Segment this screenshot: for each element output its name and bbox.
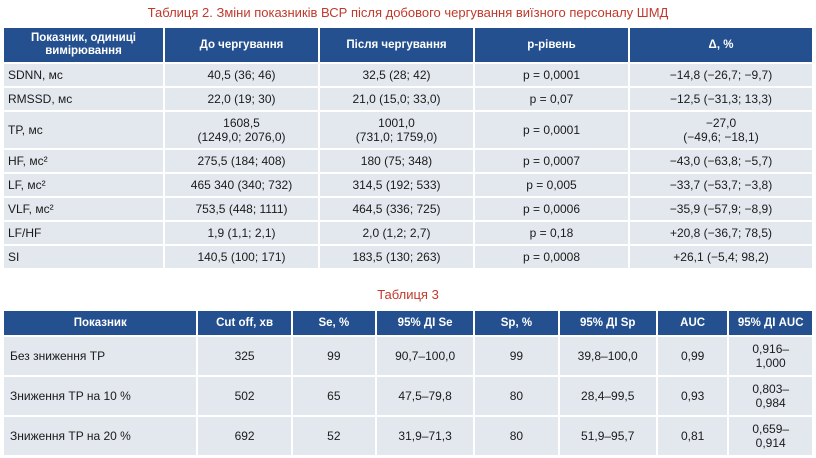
cell-delta: −33,7 (−53,7; −3,8): [630, 174, 812, 196]
cell-delta: −12,5 (−31,3; 13,3): [630, 88, 812, 110]
col-header-se-ci: 95% ДІ Se: [376, 311, 474, 335]
cell-delta: −35,9 (−57,9; −8,9): [630, 198, 812, 220]
cell-auc-ci: 0,916– 1,000: [729, 337, 812, 375]
cell-delta: −43,0 (−63,8; −5,7): [630, 150, 812, 172]
cell-before: 1,9 (1,1; 2,1): [165, 222, 318, 244]
table-row: LF, мс² 465 340 (340; 732) 314,5 (192; 5…: [4, 174, 812, 196]
table-row: Без зниження TP 325 99 90,7–100,0 99 39,…: [4, 337, 812, 375]
roc-table: Показник Cut off, хв Se, % 95% ДІ Se Sp,…: [2, 309, 814, 457]
col-header-auc-ci: 95% ДІ AUC: [729, 311, 812, 335]
table-row: RMSSD, мс 22,0 (19; 30) 21,0 (15,0; 33,0…: [4, 88, 812, 110]
cell-before: 40,5 (36; 46): [165, 64, 318, 86]
table-row: SI 140,5 (100; 171) 183,5 (130; 263) р =…: [4, 246, 812, 268]
col-header-sp-ci: 95% ДІ Sp: [559, 311, 656, 335]
cell-auc: 0,81: [657, 417, 728, 455]
cell-auc-ci: 0,803– 0,984: [729, 377, 812, 415]
header-row: Показник, одиниці вимірювання До чергува…: [4, 28, 812, 62]
table-row: SDNN, мс 40,5 (36; 46) 32,5 (28; 42) р =…: [4, 64, 812, 86]
cell-after: 464,5 (336; 725): [320, 198, 473, 220]
cell-before: 753,5 (448; 1111): [165, 198, 318, 220]
col-header-delta: Δ, %: [630, 28, 812, 62]
cell-indicator: Без зниження TP: [4, 337, 197, 375]
cell-before: 22,0 (19; 30): [165, 88, 318, 110]
cell-se: 52: [292, 417, 375, 455]
cell-se-ci: 31,9–71,3: [376, 417, 474, 455]
cell-delta: +20,8 (−36,7; 78,5): [630, 222, 812, 244]
cell-sp: 99: [475, 337, 558, 375]
cell-sp-ci: 51,9–95,7: [559, 417, 656, 455]
cell-after: 21,0 (15,0; 33,0): [320, 88, 473, 110]
cell-sp: 80: [475, 377, 558, 415]
cell-p: р = 0,0001: [475, 64, 628, 86]
col-header-se: Se, %: [292, 311, 375, 335]
cell-se-ci: 90,7–100,0: [376, 337, 474, 375]
cell-after: 32,5 (28; 42): [320, 64, 473, 86]
cell-auc: 0,99: [657, 337, 728, 375]
table-row: LF/HF 1,9 (1,1; 2,1) 2,0 (1,2; 2,7) р = …: [4, 222, 812, 244]
cell-cutoff: 692: [198, 417, 291, 455]
col-header-p: р-рівень: [475, 28, 628, 62]
cell-sp: 80: [475, 417, 558, 455]
table-row: Зниження TP на 10 % 502 65 47,5–79,8 80 …: [4, 377, 812, 415]
cell-delta: −27,0 (−49,6; −18,1): [630, 112, 812, 148]
cell-p: р = 0,005: [475, 174, 628, 196]
cell-indicator: Зниження TP на 10 %: [4, 377, 197, 415]
cell-indicator: SI: [4, 246, 163, 268]
cell-before: 465 340 (340; 732): [165, 174, 318, 196]
cell-after: 183,5 (130; 263): [320, 246, 473, 268]
cell-indicator: Зниження TP на 20 %: [4, 417, 197, 455]
hrv-changes-table: Показник, одиниці вимірювання До чергува…: [2, 26, 814, 270]
cell-after: 2,0 (1,2; 2,7): [320, 222, 473, 244]
col-header-indicator: Показник, одиниці вимірювання: [4, 28, 163, 62]
cell-se-ci: 47,5–79,8: [376, 377, 474, 415]
cell-indicator: LF, мс²: [4, 174, 163, 196]
cell-delta: −14,8 (−26,7; −9,7): [630, 64, 812, 86]
cell-auc-ci: 0,659– 0,914: [729, 417, 812, 455]
cell-before: 1608,5 (1249,0; 2076,0): [165, 112, 318, 148]
header-row: Показник Cut off, хв Se, % 95% ДІ Se Sp,…: [4, 311, 812, 335]
table-row: TP, мс 1608,5 (1249,0; 2076,0) 1001,0 (7…: [4, 112, 812, 148]
col-header-before: До чергування: [165, 28, 318, 62]
cell-p: р = 0,0007: [475, 150, 628, 172]
col-header-auc: AUC: [657, 311, 728, 335]
cell-indicator: LF/HF: [4, 222, 163, 244]
cell-indicator: SDNN, мс: [4, 64, 163, 86]
cell-after: 180 (75; 348): [320, 150, 473, 172]
cell-p: р = 0,0001: [475, 112, 628, 148]
cell-cutoff: 502: [198, 377, 291, 415]
cell-se: 65: [292, 377, 375, 415]
table-row: Зниження TP на 20 % 692 52 31,9–71,3 80 …: [4, 417, 812, 455]
cell-cutoff: 325: [198, 337, 291, 375]
col-header-cutoff: Cut off, хв: [198, 311, 291, 335]
cell-indicator: RMSSD, мс: [4, 88, 163, 110]
cell-after: 1001,0 (731,0; 1759,0): [320, 112, 473, 148]
cell-before: 275,5 (184; 408): [165, 150, 318, 172]
table3-caption: Таблиця 3: [377, 287, 439, 302]
cell-indicator: HF, мс²: [4, 150, 163, 172]
cell-p: р = 0,07: [475, 88, 628, 110]
col-header-indicator: Показник: [4, 311, 197, 335]
table-row: HF, мс² 275,5 (184; 408) 180 (75; 348) р…: [4, 150, 812, 172]
table2-caption: Таблиця 2. Зміни показників ВСР після до…: [147, 5, 669, 20]
col-header-sp: Sp, %: [475, 311, 558, 335]
cell-se: 99: [292, 337, 375, 375]
cell-auc: 0,93: [657, 377, 728, 415]
table-row: VLF, мс² 753,5 (448; 1111) 464,5 (336; 7…: [4, 198, 812, 220]
cell-indicator: VLF, мс²: [4, 198, 163, 220]
cell-sp-ci: 39,8–100,0: [559, 337, 656, 375]
cell-p: р = 0,0006: [475, 198, 628, 220]
cell-indicator: TP, мс: [4, 112, 163, 148]
col-header-after: Після чергування: [320, 28, 473, 62]
cell-delta: +26,1 (−5,4; 98,2): [630, 246, 812, 268]
cell-sp-ci: 28,4–99,5: [559, 377, 656, 415]
cell-p: р = 0,0008: [475, 246, 628, 268]
cell-p: р = 0,18: [475, 222, 628, 244]
cell-before: 140,5 (100; 171): [165, 246, 318, 268]
cell-after: 314,5 (192; 533): [320, 174, 473, 196]
